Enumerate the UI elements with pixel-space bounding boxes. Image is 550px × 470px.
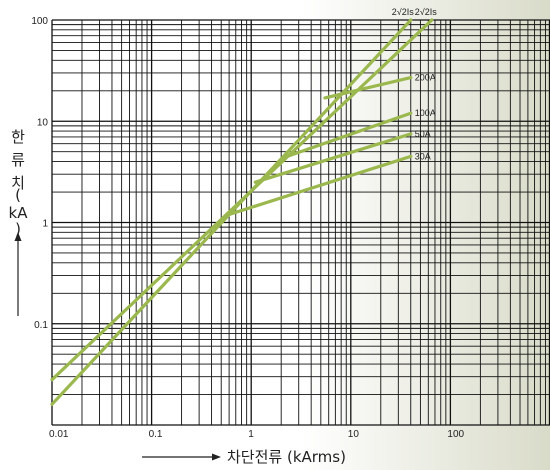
series-line-4: [253, 132, 413, 184]
x-axis-label: 차단전류 (kArms): [227, 448, 346, 466]
x-tick-label: 0.01: [49, 429, 69, 440]
series-line-3: [285, 111, 413, 158]
x-tick-label: 0.1: [149, 429, 163, 440]
curve-labels: 2√2Is 2√2Is 200A 100A 50A 30A: [392, 7, 437, 161]
curve-label: 2√2Is: [392, 7, 414, 17]
curve-label: 2√2Is: [415, 7, 437, 17]
series-line-1: [50, 18, 434, 382]
y-axis-label-char: ): [15, 220, 21, 238]
series-lines: [50, 18, 434, 406]
y-axis-label: 한류치(kA): [9, 128, 29, 238]
x-tick-labels: 0.01 0.1 1 10 100: [49, 429, 465, 440]
x-axis-arrowhead: [212, 453, 221, 461]
y-tick-label: 1: [42, 219, 48, 230]
curve-label: 30A: [415, 151, 431, 161]
y-axis-label-char: 류: [11, 151, 25, 169]
y-tick-labels: 100 10 1 0.1: [31, 16, 48, 331]
y-axis-label-char: 치: [11, 174, 25, 192]
curve-label: 100A: [415, 108, 436, 118]
y-tick-label: 100: [31, 16, 48, 27]
y-axis-label-char: 한: [11, 128, 25, 146]
x-tick-label: 100: [447, 429, 464, 440]
y-tick-label: 10: [37, 117, 49, 128]
series-line-2: [323, 75, 413, 100]
x-tick-label: 10: [348, 429, 360, 440]
y-axis-label-char: (: [15, 186, 21, 204]
curve-label: 50A: [415, 129, 431, 139]
series-line-5: [227, 154, 413, 217]
y-tick-label: 0.1: [34, 320, 48, 331]
y-axis-arrowhead: [14, 232, 22, 241]
grid: [51, 19, 550, 426]
y-axis-label-char: kA: [9, 204, 29, 222]
x-tick-label: 1: [248, 429, 254, 440]
curve-label: 200A: [415, 73, 436, 83]
